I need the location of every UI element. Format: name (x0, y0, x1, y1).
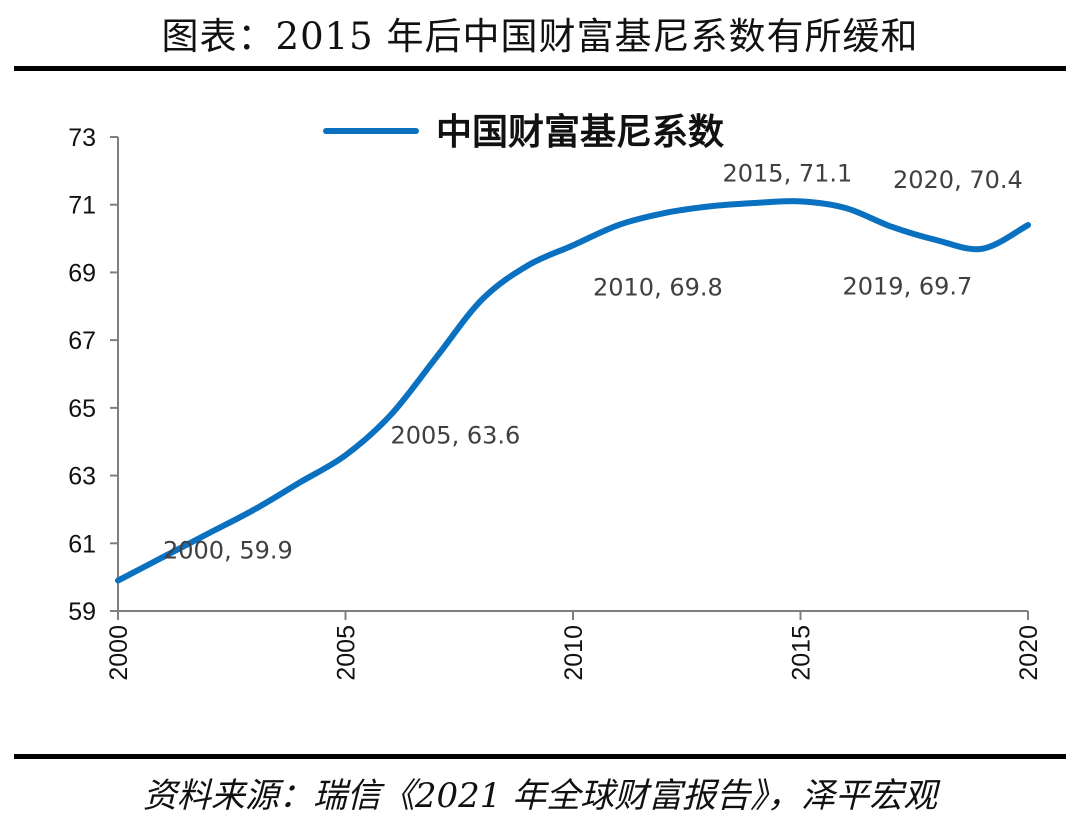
source-note: 资料来源：瑞信《2021 年全球财富报告》，泽平宏观 (142, 776, 938, 816)
series-line-0 (115, 198, 1031, 584)
top-rule (14, 66, 1066, 71)
annotation-layer: 2000, 59.9 2005, 63.6 2010, 69.8 2015, 71.1… (163, 159, 1023, 564)
data-label: 2020, 70.4 (893, 166, 1023, 194)
y-tick-label: 67 (68, 327, 96, 355)
data-label: 2005, 63.6 (391, 421, 521, 449)
y-tick-label: 73 (68, 124, 96, 152)
legend: 中国财富基尼系数 (323, 111, 724, 153)
y-tick-label: 61 (68, 530, 96, 558)
y-tick-label: 71 (68, 192, 96, 220)
chart-title: 图表：2015 年后中国财富基尼系数有所缓和 (161, 15, 919, 58)
y-tick-label: 69 (68, 259, 96, 287)
data-label: 2015, 71.1 (723, 159, 853, 187)
x-tick-label: 2010 (560, 625, 588, 681)
x-tick-label: 2015 (788, 625, 816, 681)
y-tick-label: 63 (68, 463, 96, 491)
data-label: 2010, 69.8 (593, 273, 723, 301)
legend-label: 中国财富基尼系数 (436, 111, 724, 153)
series-layer (115, 198, 1031, 584)
x-tick-label: 2020 (1015, 625, 1043, 681)
bottom-rule (14, 754, 1066, 759)
axes: 59 61 63 65 67 69 71 73 2000 2005 2010 2015 2020 (68, 124, 1043, 681)
y-tick-label: 65 (68, 395, 96, 423)
data-label: 2019, 69.7 (843, 273, 973, 301)
x-tick-label: 2005 (333, 625, 361, 681)
y-tick-label: 59 (68, 598, 96, 626)
data-label: 2000, 59.9 (163, 537, 293, 565)
x-tick-label: 2000 (105, 625, 133, 681)
